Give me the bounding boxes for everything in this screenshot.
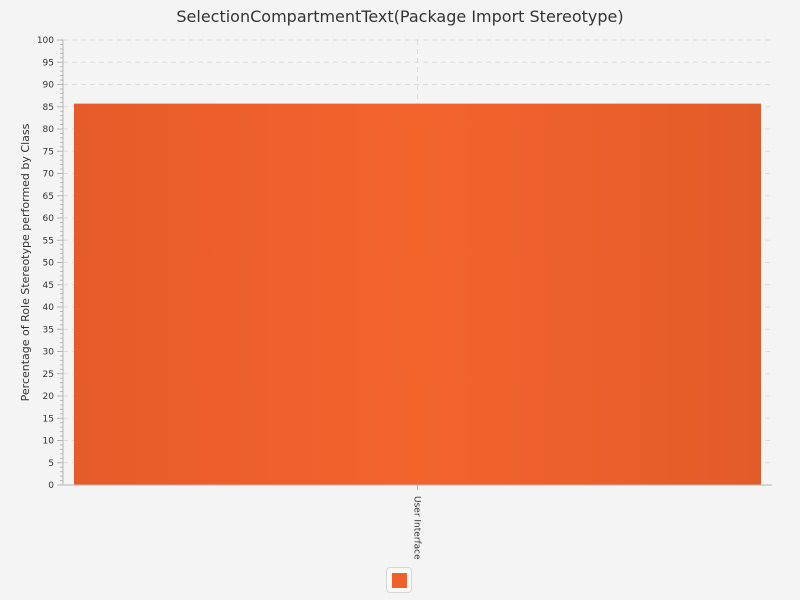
y-tick-label: 30: [43, 348, 55, 358]
y-tick-label: 5: [48, 459, 54, 469]
y-tick-label: 10: [43, 437, 55, 447]
y-tick-label: 55: [43, 236, 54, 246]
y-axis-label: Percentage of Role Stereotype performed …: [19, 123, 32, 401]
legend: [386, 567, 412, 593]
y-tick-label: 85: [43, 103, 54, 113]
y-tick-label: 80: [43, 125, 55, 135]
y-tick-label: 45: [43, 281, 54, 291]
y-tick-label: 60: [43, 214, 55, 224]
y-tick-label: 20: [43, 392, 55, 402]
y-tick-label: 15: [43, 414, 54, 424]
y-tick-label: 0: [48, 481, 54, 491]
bar: [74, 103, 761, 485]
chart-title: SelectionCompartmentText(Package Import …: [176, 7, 624, 26]
y-tick-label: 75: [43, 147, 54, 157]
y-tick-label: 90: [43, 81, 55, 91]
y-tick-label: 50: [43, 259, 55, 269]
x-tick-label: User Interface: [412, 496, 422, 560]
y-tick-label: 70: [43, 170, 55, 180]
y-tick-label: 25: [43, 370, 54, 380]
y-tick-label: 95: [43, 58, 54, 68]
legend-swatch: [392, 573, 407, 588]
y-tick-label: 65: [43, 192, 54, 202]
y-tick-label: 40: [43, 303, 55, 313]
y-tick-label: 100: [37, 36, 54, 46]
y-tick-label: 35: [43, 325, 54, 335]
